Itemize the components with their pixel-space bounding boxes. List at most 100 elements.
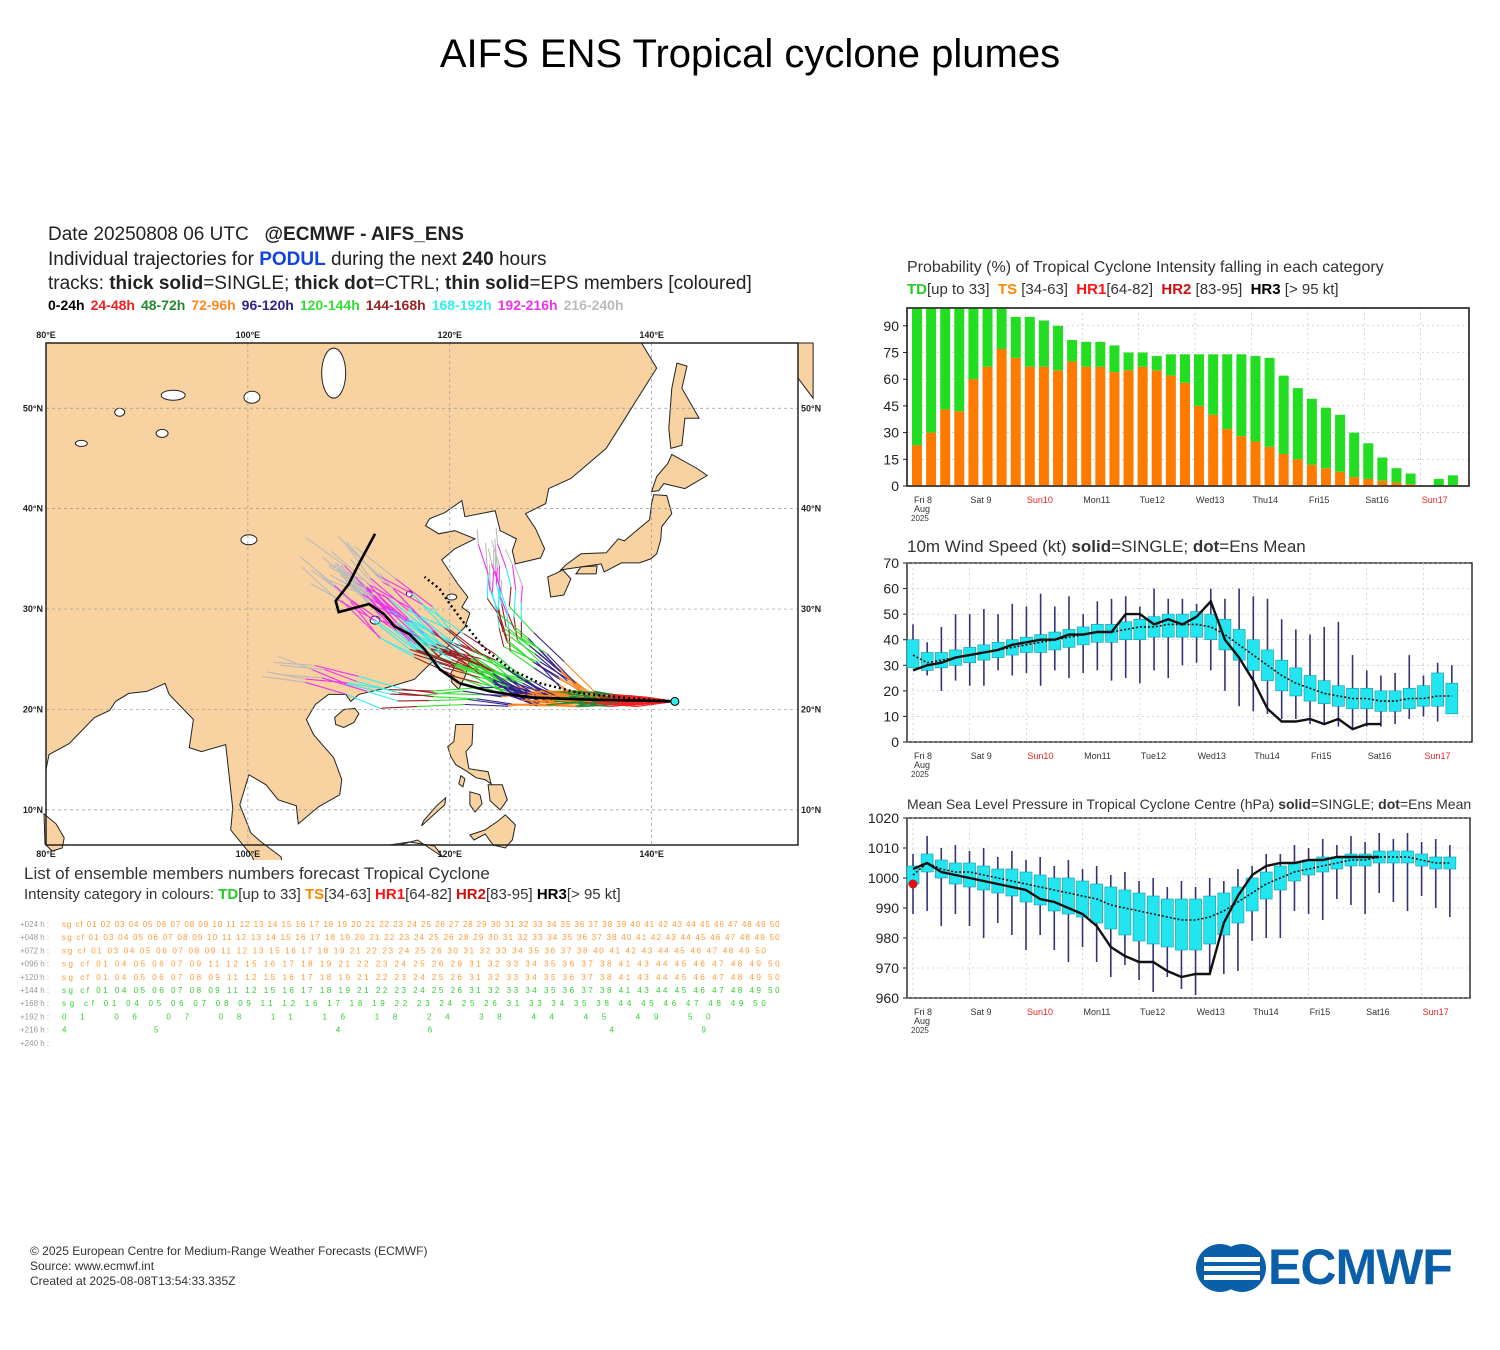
wind-ensmean-line (912, 623, 1452, 702)
ensemble-track-segment (479, 673, 507, 695)
prob-bar-ts (1335, 471, 1346, 486)
wind-chart: 0 10 20 30 40 50 60 70 Fri 8 Sat 9 Sun10 Mon11 Tue12… (883, 555, 1473, 779)
ensemble-track-segment (491, 571, 495, 593)
wind-box (1445, 682, 1459, 715)
time-legend-item: 120-144h (299, 297, 360, 313)
ensemble-track-segment (490, 670, 526, 683)
tracks-eps-key: thin solid (445, 273, 530, 294)
list-row-members: sg cf 01 03 04 05 06 07 08 09 10 11 12 1… (62, 933, 780, 942)
ensemble-track-segment (407, 619, 443, 653)
ensemble-track-segment (571, 690, 610, 695)
prob-bar-ts (1222, 429, 1233, 486)
list-row-lead: +144 h : (20, 986, 49, 995)
prob-bar-td (940, 308, 951, 410)
prob-bar-ts (1081, 366, 1092, 486)
prob-bar-ts (1165, 375, 1176, 486)
ensemble-track-segment (435, 661, 464, 672)
ensemble-track-segment (476, 529, 479, 545)
ensemble-track-segment (487, 548, 493, 564)
prob-bar-ts (926, 432, 937, 486)
ensemble-track-segment (476, 698, 512, 705)
time-legend-item: 168-192h (431, 297, 492, 313)
traj-mid: during the next (331, 249, 457, 270)
land-luzon (447, 724, 492, 785)
x-month-label: Aug (914, 1016, 930, 1026)
ensemble-track-segment (502, 631, 536, 655)
ecmwf-logo-text: ECMWF (1268, 1239, 1453, 1295)
list-row-members: sg cf 01 04 05 06 07 08 09 11 12 15 16 1… (62, 973, 780, 982)
lon-label: 140°E (639, 849, 664, 859)
prob-bar-ts (1123, 370, 1134, 486)
y-tick-label: 1020 (868, 810, 899, 826)
ensemble-track-segment (438, 692, 484, 696)
ensemble-track-segment (495, 527, 499, 545)
ensemble-track-segment (486, 574, 489, 599)
x-day-label: Sat16 (1366, 1007, 1390, 1017)
ensemble-track-segment (486, 598, 498, 613)
y-tick-label: 0 (891, 478, 899, 494)
prob-legend-hr1-range: [64-82] (1106, 281, 1154, 298)
page-title: AIFS ENS Tropical cyclone plumes (439, 32, 1061, 76)
prob-chart: 0 15 30 45 60 75 90 Fri 8 Sat 9 Sun10 Mon11 Tue12 We… (883, 307, 1470, 523)
y-tick-label: 10 (883, 708, 899, 724)
x-day-label: Wed13 (1196, 495, 1224, 505)
list-ts-range: [34-63] (324, 886, 371, 903)
ensemble-track-segment (346, 693, 381, 709)
ensemble-track-segment (358, 675, 403, 690)
ensemble-track-segment (310, 583, 342, 602)
ensemble-track-segment (279, 664, 325, 670)
x-day-label: Sat 9 (971, 1007, 992, 1017)
prob-bar-td (1278, 375, 1289, 454)
prob-bar-ts (1363, 478, 1374, 486)
prob-legend-ts-range: [34-63] (1021, 281, 1068, 298)
time-legend-item: 24-48h (90, 297, 135, 313)
prob-legend-hr2-range: [83-95] (1195, 281, 1243, 298)
prob-bar-ts (1391, 482, 1402, 486)
y-tick-label: 30 (883, 657, 899, 673)
ensemble-track-segment (334, 584, 373, 621)
wind-box (1417, 685, 1430, 707)
prob-legend-td: TD (907, 281, 927, 298)
ensemble-track-segment (371, 619, 410, 650)
ensemble-track-segment (443, 666, 480, 678)
ensemble-track-segment (609, 693, 646, 698)
prob-bar-ts (1095, 366, 1106, 486)
prob-bar-ts (1194, 405, 1205, 486)
ensemble-track-segment (533, 667, 560, 686)
list-row-lead: +216 h : (20, 1026, 49, 1035)
wind-dot: =Ens Mean (1219, 537, 1306, 556)
prob-bar-td (1447, 475, 1458, 486)
wind-solid: =SINGLE; (1111, 537, 1189, 556)
x-day-label: Mon11 (1084, 751, 1111, 761)
ensemble-track-segment (376, 620, 416, 651)
map-frame (45, 342, 799, 846)
plot-frame-top (906, 307, 1470, 487)
prob-bar-ts (1179, 382, 1190, 486)
mslp-box (1175, 898, 1188, 951)
ensemble-track-segment (440, 644, 480, 666)
ensemble-track-segment (533, 632, 565, 662)
prob-bar-td (1335, 414, 1346, 472)
wind-box (1034, 634, 1047, 653)
tracks-ctrl-key: thick dot (294, 273, 374, 294)
ensemble-track-segment (300, 556, 335, 586)
mslp-box (991, 868, 1005, 894)
mslp-title-prefix: Mean Sea Level Pressure in Tropical Cycl… (907, 796, 1275, 812)
ensemble-track-segment (485, 542, 488, 572)
mslp-box (1132, 892, 1146, 942)
list-sub-prefix: Intensity category in colours: (24, 886, 215, 903)
list-row-members: 45 46 49 (62, 1026, 707, 1035)
list-hr3: HR3 (536, 886, 567, 903)
ensemble-track-segment (504, 549, 513, 565)
prob-bar-td (982, 308, 993, 367)
list-row-lead: +096 h : (20, 960, 49, 969)
prob-bar-td (1320, 407, 1331, 469)
ensemble-track-segment (429, 644, 465, 658)
prob-bar-ts (1038, 366, 1049, 486)
ensemble-track-segment (537, 703, 579, 707)
lat-label: 30°N (801, 604, 821, 614)
x-day-label: Fri15 (1311, 751, 1332, 761)
list-hr2-range: [83-95] (485, 886, 533, 903)
x-day-label: Mon11 (1084, 1007, 1111, 1017)
plot-frame (906, 562, 1473, 743)
